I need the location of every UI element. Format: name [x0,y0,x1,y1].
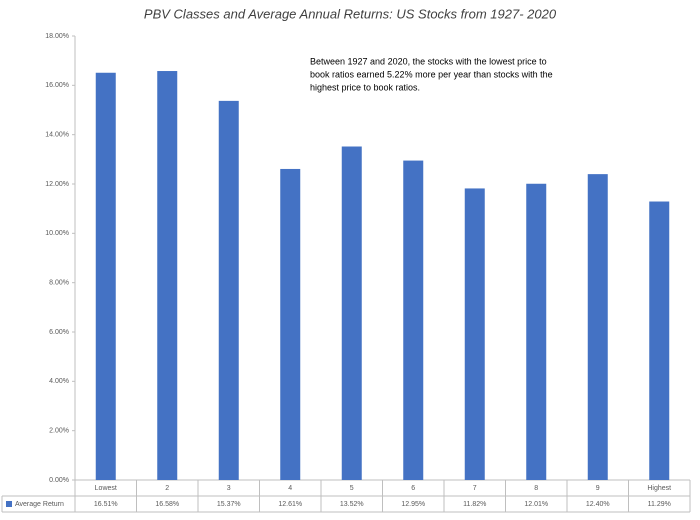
table-value: 11.29% [648,501,671,508]
x-tick-label: 4 [288,485,292,492]
y-tick-label: 2.00% [49,428,69,435]
x-tick-label: 6 [411,485,415,492]
bar [526,183,547,480]
y-tick-label: 8.00% [49,280,69,287]
x-tick-label: 5 [350,485,354,492]
bar [464,188,485,480]
y-tick-label: 0.00% [49,477,69,484]
y-tick-label: 16.00% [45,82,69,89]
y-tick-label: 12.00% [45,181,69,188]
table-value: 12.40% [586,501,610,508]
table-value: 12.61% [278,501,302,508]
table-value: 15.37% [217,501,241,508]
x-tick-label: 2 [165,485,169,492]
bar [341,146,362,481]
bar [95,72,116,481]
annotation: Between 1927 and 2020, the stocks with t… [310,56,547,66]
y-tick-label: 14.00% [45,132,69,139]
bar [587,174,608,480]
table-value: 11.82% [463,501,486,508]
y-tick-label: 10.00% [45,230,69,237]
legend-swatch [6,501,12,507]
y-tick-label: 4.00% [49,378,69,385]
bar [649,201,670,480]
table-value: 12.01% [524,501,548,508]
table-value: 16.58% [155,501,179,508]
annotation: highest price to book ratios. [310,82,420,92]
table-value: 13.52% [340,501,364,508]
legend-label: Average Return [15,501,64,508]
x-tick-label: 8 [534,485,538,492]
bar [403,160,424,481]
x-tick-label: 7 [473,485,477,492]
bar [157,71,178,480]
table-value: 12.95% [401,501,425,508]
chart-title: PBV Classes and Average Annual Returns: … [144,6,557,21]
bar [280,168,301,480]
table-value: 16.51% [94,501,118,508]
x-tick-label: Lowest [95,485,117,492]
x-tick-label: 3 [227,485,231,492]
y-tick-label: 6.00% [49,329,69,336]
x-tick-label: Highest [647,485,671,492]
y-tick-label: 18.00% [45,33,69,40]
annotation: book ratios earned 5.22% more per year t… [310,69,553,79]
x-tick-label: 9 [596,485,600,492]
bar [218,100,239,480]
